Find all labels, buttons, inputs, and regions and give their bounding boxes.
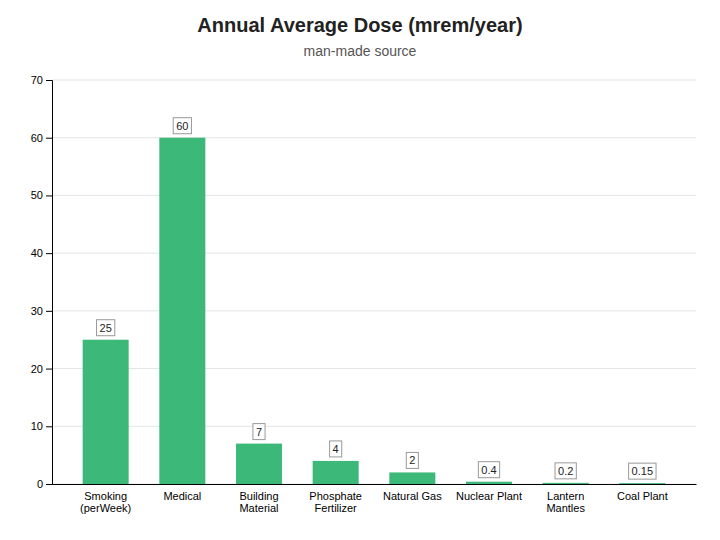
data-label-text: 0.2	[558, 465, 573, 477]
x-tick: Natural Gas	[383, 490, 442, 502]
x-tick: Medical	[163, 490, 201, 502]
x-tick-label: BuildingMaterial	[239, 490, 278, 515]
y-tick-mark	[46, 80, 52, 81]
data-label: 2	[406, 452, 418, 468]
y-tick-label: 50	[31, 189, 43, 201]
y-tick-mark	[46, 369, 52, 370]
grid-line	[52, 310, 696, 311]
y-tick: 60	[31, 132, 52, 144]
data-label-box	[555, 463, 576, 479]
data-label-box	[629, 463, 656, 479]
y-tick-mark	[46, 195, 52, 196]
data-label: 25	[97, 320, 115, 336]
data-label-text: 4	[333, 443, 339, 455]
x-tick: Nuclear Plant	[456, 490, 522, 502]
y-tick-mark	[46, 484, 52, 485]
y-tick-label: 10	[31, 420, 43, 432]
y-tick: 40	[31, 247, 52, 259]
y-tick: 10	[31, 420, 52, 432]
x-tick-label: LanternMantles	[546, 490, 585, 515]
data-label: 4	[330, 441, 342, 457]
data-label-box	[478, 462, 499, 478]
grid-line	[52, 80, 696, 81]
x-tick: Coal Plant	[617, 490, 668, 502]
data-label-text: 2	[409, 454, 415, 466]
x-tick: LanternMantles	[546, 490, 585, 515]
x-tick-label: PhosphateFertilizer	[309, 490, 362, 515]
grid-line	[52, 484, 696, 485]
y-tick-mark	[46, 311, 52, 312]
chart: Annual Average Dose (mrem/year) man-made …	[0, 0, 720, 540]
data-label-text: 0.4	[481, 464, 496, 476]
grid-line	[52, 137, 696, 138]
y-tick-mark	[46, 253, 52, 254]
x-tick-label: Medical	[163, 490, 201, 502]
grid	[52, 80, 696, 484]
data-label-text: 7	[256, 426, 262, 438]
x-axis-line	[53, 484, 697, 485]
title: Annual Average Dose (mrem/year)	[197, 14, 522, 36]
x-axis: Smoking(perWeek) Medical BuildingMaterial P…	[53, 485, 697, 515]
grid-line	[52, 368, 696, 369]
y-axis-line	[46, 81, 53, 485]
y-tick-label: 20	[31, 363, 43, 375]
bar	[313, 461, 359, 484]
x-tick: PhosphateFertilizer	[309, 490, 362, 515]
data-label-text: 25	[100, 322, 112, 334]
y-tick-label: 40	[31, 247, 43, 259]
y-tick: 0	[37, 478, 52, 490]
data-label-box	[406, 452, 418, 468]
data-label-box	[97, 320, 115, 336]
x-tick-label: Coal Plant	[617, 490, 668, 502]
x-tick: BuildingMaterial	[239, 490, 278, 515]
grid-line	[52, 195, 696, 196]
data-label-box	[253, 424, 265, 440]
bar	[83, 340, 129, 484]
data-label-text: 0.15	[632, 465, 653, 477]
data-label: 7	[253, 424, 265, 440]
bar	[619, 483, 665, 484]
data-label: 0.2	[555, 463, 576, 479]
y-tick: 70	[31, 74, 52, 86]
subtitle: man-made source	[304, 43, 417, 59]
bar	[543, 483, 589, 484]
x-tick-label: Smoking(perWeek)	[80, 490, 131, 515]
y-tick-label: 70	[31, 74, 43, 86]
x-tick: Smoking(perWeek)	[80, 490, 131, 515]
bar	[236, 444, 282, 484]
bar	[466, 482, 512, 484]
data-label-box	[173, 118, 191, 134]
y-axis: 0 10 20 30 40 50 60 70	[31, 74, 53, 490]
y-tick-mark	[46, 426, 52, 427]
x-tick-label: Nuclear Plant	[456, 490, 522, 502]
data-label: 0.15	[629, 463, 656, 479]
grid-line	[52, 426, 696, 427]
y-tick-label: 0	[37, 478, 43, 490]
data-labels: 25 60 7 4 2 0.4 0.2 0.15	[97, 118, 657, 479]
grid-line	[52, 253, 696, 254]
bar	[389, 472, 435, 484]
data-label: 60	[173, 118, 191, 134]
y-tick: 50	[31, 189, 52, 201]
bars	[83, 138, 666, 484]
x-tick-label: Natural Gas	[383, 490, 442, 502]
y-tick: 30	[31, 305, 52, 317]
data-label-text: 60	[176, 120, 188, 132]
data-label: 0.4	[478, 462, 499, 478]
y-tick: 20	[31, 363, 52, 375]
y-tick-mark	[46, 138, 52, 139]
data-label-box	[330, 441, 342, 457]
bar	[159, 138, 205, 484]
y-tick-label: 60	[31, 132, 43, 144]
y-tick-label: 30	[31, 305, 43, 317]
